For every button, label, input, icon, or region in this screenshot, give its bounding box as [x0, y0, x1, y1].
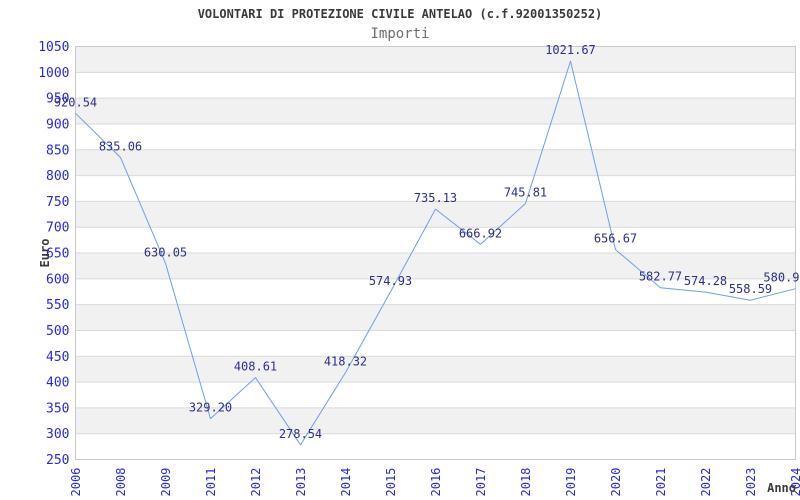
y-tick-label: 500	[46, 324, 69, 339]
x-tick-label: 2012	[249, 468, 263, 497]
y-tick-label: 1000	[38, 66, 69, 81]
data-point-label: 574.93	[369, 274, 412, 288]
x-tick-label: 2020	[609, 468, 623, 497]
plot-band	[75, 227, 796, 253]
plot-band	[75, 330, 796, 357]
chart-title: VOLONTARI DI PROTEZIONE CIVILE ANTELAO (…	[197, 7, 603, 21]
y-tick-label: 300	[46, 427, 69, 442]
y-tick-label: 700	[46, 221, 69, 236]
y-axis-label: Euro	[38, 239, 52, 268]
x-tick-label: 2013	[294, 468, 308, 497]
x-tick-label: 2008	[114, 468, 128, 497]
data-point-label: 418.32	[324, 355, 367, 369]
data-point-label: 835.06	[99, 139, 142, 153]
x-tick-label: 2015	[384, 468, 398, 497]
y-tick-label: 900	[46, 117, 69, 132]
y-tick-label: 350	[46, 401, 69, 416]
plot-band	[75, 201, 796, 228]
plot-band	[75, 253, 796, 279]
x-tick-label: 2022	[699, 468, 713, 497]
data-point-label: 580.9	[763, 271, 799, 285]
plot-band	[75, 356, 796, 383]
y-tick-label: 550	[46, 298, 69, 313]
plot-band	[75, 72, 796, 99]
plot-band	[75, 175, 796, 202]
plot-band	[75, 98, 796, 124]
x-tick-label: 2014	[339, 468, 353, 497]
data-point-label: 666.92	[459, 226, 502, 240]
data-point-label: 558.59	[729, 282, 772, 296]
y-tick-label: 1050	[38, 40, 69, 55]
y-tick-label: 950	[46, 92, 69, 107]
y-tick-label: 600	[46, 272, 69, 287]
x-tick-label: 2019	[564, 468, 578, 497]
data-point-label: 329.20	[189, 401, 232, 415]
plot-band	[75, 149, 796, 176]
y-tick-label: 250	[46, 453, 69, 468]
data-point-label: 582.77	[639, 270, 682, 284]
plot-band	[75, 278, 796, 305]
data-point-label: 278.54	[279, 427, 322, 441]
x-tick-label: 2023	[744, 468, 758, 497]
x-tick-label: 2016	[429, 468, 443, 497]
data-point-label: 1021.67	[545, 43, 596, 57]
data-point-label: 630.05	[144, 245, 187, 259]
x-tick-label: 2024	[789, 468, 800, 497]
data-point-label: 735.13	[414, 191, 457, 205]
plot-band	[75, 382, 796, 408]
x-axis-label: Anno	[767, 481, 796, 495]
x-tick-label: 2021	[654, 468, 668, 497]
plot-band	[75, 433, 796, 460]
y-tick-label: 800	[46, 169, 69, 184]
x-tick-label: 2009	[159, 468, 173, 497]
data-point-label: 408.61	[234, 360, 277, 374]
y-tick-label: 400	[46, 376, 69, 391]
x-tick-label: 2017	[474, 468, 488, 497]
data-line	[75, 60, 796, 446]
y-tick-label: 650	[46, 247, 69, 262]
plot-band	[75, 304, 796, 331]
plot-border	[75, 46, 796, 460]
x-tick-label: 2011	[204, 468, 218, 497]
data-point-label: 656.67	[594, 232, 637, 246]
plot-band	[75, 407, 796, 434]
y-tick-label: 450	[46, 350, 69, 365]
y-tick-label: 850	[46, 143, 69, 158]
chart-subtitle: Importi	[370, 26, 430, 42]
data-point-label: 745.81	[504, 186, 547, 200]
y-tick-label: 750	[46, 195, 69, 210]
plot-band	[75, 123, 796, 150]
data-point-label: 574.28	[684, 274, 727, 288]
x-tick-label: 2018	[519, 468, 533, 497]
data-point-label: 920.54	[54, 95, 97, 109]
plot-band	[75, 46, 796, 73]
x-tick-label: 2006	[69, 468, 83, 497]
